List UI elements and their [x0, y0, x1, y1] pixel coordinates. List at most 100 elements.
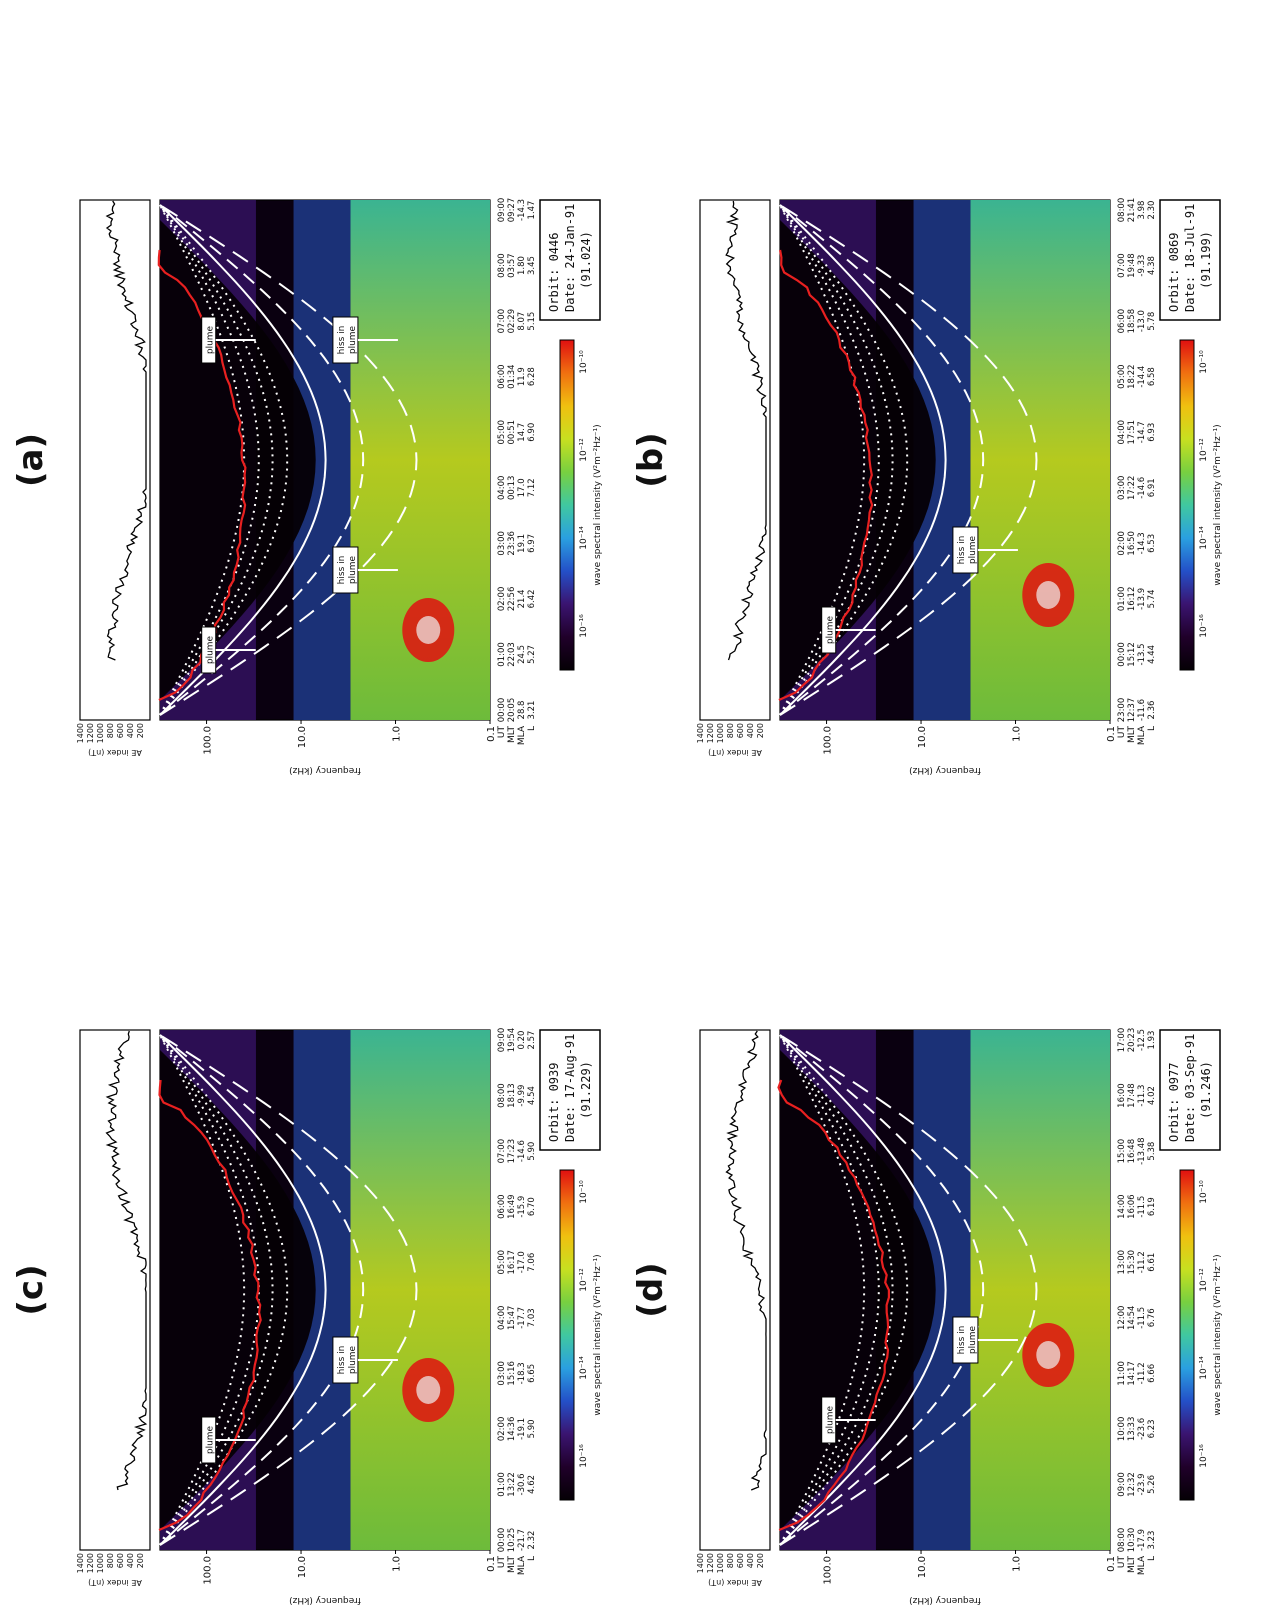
time-row-value: 6.19 — [1147, 1197, 1157, 1216]
time-row-value: -13.0 — [1137, 310, 1147, 332]
time-row-value: 04:00 — [1117, 420, 1127, 445]
time-row-value: 6.93 — [1147, 423, 1157, 442]
time-row-value: 15:16 — [507, 1361, 517, 1386]
time-row-value: 15:00 — [1117, 1139, 1127, 1164]
orbit-box: Orbit: 0939 Date: 17-Aug-91 (91.229) — [539, 1029, 601, 1151]
panel-label: (b) — [631, 432, 671, 487]
dotted-harmonic-line — [779, 1034, 880, 1546]
time-row-value: 6.76 — [1147, 1308, 1157, 1327]
time-row-value: 5.74 — [1147, 589, 1157, 608]
ae-tick-label: 800 — [726, 1553, 735, 1568]
hiss-label: hiss in — [337, 326, 347, 355]
row-label: UT — [1117, 1556, 1127, 1569]
freq-tick-label: 1.0 — [392, 1556, 403, 1572]
time-row-value: -30.6 — [517, 1473, 527, 1495]
time-row-value: 03:00 — [497, 1361, 507, 1386]
time-row-value: -14.7 — [1137, 421, 1147, 443]
gyrofrequency-line — [159, 204, 327, 716]
colorbar-tick-label: 10⁻¹⁶ — [579, 1444, 589, 1468]
freq-tick-label: 0.1 — [486, 1556, 497, 1572]
time-row-value: -17.9 — [1137, 1529, 1147, 1551]
time-row-value: 6.53 — [1147, 534, 1157, 553]
time-row-value: 17:51 — [1127, 420, 1137, 445]
ae-axis-label: AE index (nT) — [88, 748, 142, 757]
time-row-value: 12:37 — [1127, 698, 1137, 723]
gyrofrequency-line — [779, 1034, 947, 1546]
time-row-value: 06:00 — [497, 1194, 507, 1219]
time-row-value: 01:00 — [1117, 587, 1127, 612]
time-row-value: 23:00 — [1117, 698, 1127, 723]
time-row-value: -11.6 — [1137, 699, 1147, 721]
colorbar-bar — [559, 1169, 575, 1501]
ae-index-trace — [725, 200, 767, 661]
time-row-value: 16:17 — [507, 1250, 517, 1275]
orbit-number: Orbit: 0939 — [547, 1063, 561, 1142]
time-row-value: 23:36 — [507, 531, 517, 556]
plasmasphere-cavity — [780, 1050, 936, 1530]
ae-index-trace — [105, 200, 147, 661]
colorbar-label: wave spectral intensity (V²m⁻²Hz⁻¹) — [1213, 424, 1223, 585]
colorbar: 10⁻¹⁶ 10⁻¹⁴ 10⁻¹² 10⁻¹⁰ wave spectral intens… — [1179, 339, 1223, 671]
orbit-box: Orbit: 0446 Date: 24-Jan-91 (91.024) — [539, 199, 601, 321]
time-row-value: 00:51 — [507, 420, 517, 445]
hiss-band — [970, 1030, 1110, 1550]
time-row-value: 05:00 — [497, 1250, 507, 1275]
time-row-value: 16:48 — [1127, 1139, 1137, 1164]
time-row-value: 16:06 — [1127, 1194, 1137, 1219]
row-label: MLT — [1127, 1556, 1137, 1574]
time-row-value: 17:23 — [507, 1139, 517, 1164]
time-row-value: -13.9 — [1137, 588, 1147, 610]
time-row-value: 12:32 — [1127, 1472, 1137, 1497]
time-row-value: 4.44 — [1147, 645, 1157, 664]
time-row-value: -11.2 — [1137, 1362, 1147, 1384]
time-row-value: 3.21 — [527, 701, 537, 720]
time-row-value: 6.58 — [1147, 367, 1157, 386]
freq-tick-label: 1.0 — [1012, 726, 1023, 742]
plasmasphere-cavity — [780, 220, 936, 700]
orbit-box-frame — [539, 1029, 601, 1151]
mid-band — [913, 1030, 971, 1550]
colorbar-tick-label: 10⁻¹⁰ — [579, 1180, 589, 1204]
time-row-value: -19.1 — [517, 1418, 527, 1440]
time-row-value: 06:00 — [1117, 309, 1127, 334]
time-row-value: 3.98 — [1137, 201, 1147, 220]
panel-label: (d) — [631, 1262, 671, 1317]
ae-index-panel — [79, 199, 151, 721]
time-row-value: 01:34 — [507, 364, 517, 389]
time-row-value: 02:29 — [507, 309, 517, 334]
time-row-value: -13.48 — [1137, 1137, 1147, 1164]
orbit-date: Date: 18-Jul-91 — [1183, 204, 1197, 312]
ae-tick-label: 400 — [126, 1553, 135, 1568]
time-row-value: 08:00 — [497, 253, 507, 278]
time-row-value: 14:54 — [1127, 1306, 1137, 1331]
ae-index-trace — [725, 1030, 767, 1491]
colorbar-tick-label: 10⁻¹² — [1199, 438, 1209, 462]
time-row-value: 6.66 — [1147, 1364, 1157, 1383]
ae-tick-label: 1400 — [76, 723, 85, 743]
ae-index-panel — [699, 1029, 771, 1551]
ae-tick-label: 600 — [736, 1553, 745, 1568]
time-row-value: 4.02 — [1147, 1086, 1157, 1105]
orbit-box: Orbit: 0869 Date: 18-Jul-91 (91.199) — [1159, 199, 1221, 321]
row-label: L — [527, 1556, 537, 1561]
row-label: UT — [1117, 726, 1127, 739]
plume-label: plume — [826, 1405, 836, 1434]
time-row-value: 02:00 — [1117, 531, 1127, 556]
time-row-value: -11.2 — [1137, 1251, 1147, 1273]
time-row-value: 10:25 — [507, 1528, 517, 1553]
ae-tick-label: 800 — [106, 723, 115, 738]
gyrofrequency-line — [159, 1034, 327, 1546]
time-row-value: 01:00 — [497, 642, 507, 667]
dashed-fraction-line — [779, 1034, 1038, 1546]
dashed-fraction-line — [159, 1034, 365, 1546]
time-row-value: 11.9 — [517, 367, 527, 386]
time-row-value: 04:00 — [497, 1306, 507, 1331]
time-row-value: -11.5 — [1137, 1307, 1147, 1329]
ae-tick-label: 200 — [756, 1553, 765, 1568]
row-label: MLA — [517, 725, 527, 745]
time-row-value: 6.42 — [527, 589, 537, 608]
hiss-band — [970, 200, 1110, 720]
time-row-value: 05:00 — [497, 420, 507, 445]
orbit-box: Orbit: 0977 Date: 03-Sep-91 (91.246) — [1159, 1029, 1221, 1151]
